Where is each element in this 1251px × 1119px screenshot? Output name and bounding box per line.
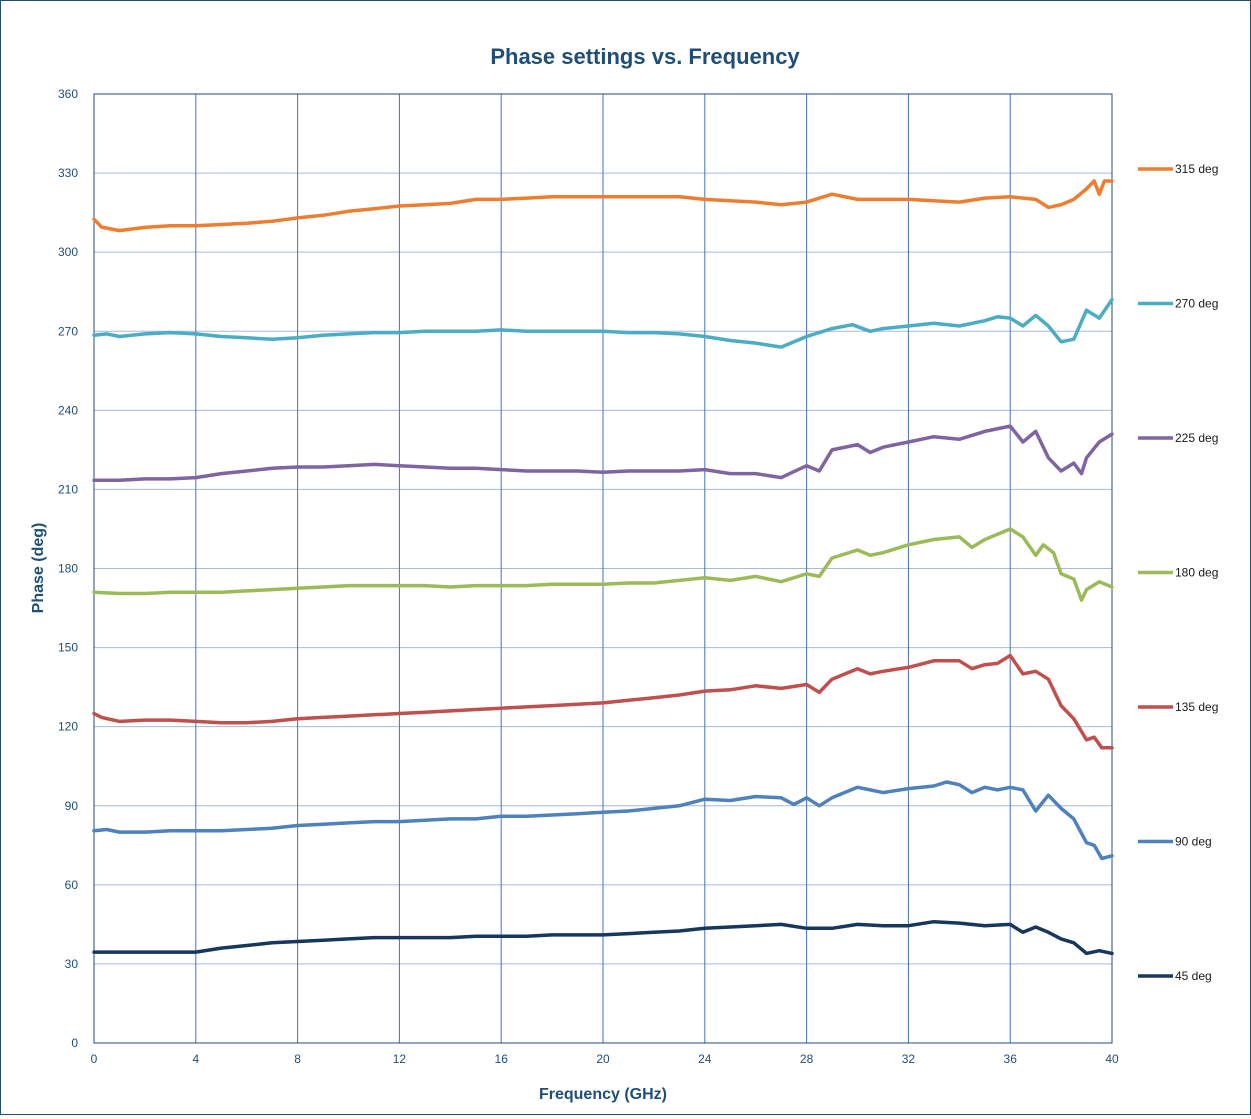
y-tick-label: 120 xyxy=(58,720,78,734)
y-tick-label: 180 xyxy=(58,562,78,576)
y-tick-label: 330 xyxy=(58,166,78,180)
x-tick-label: 12 xyxy=(393,1052,407,1066)
legend-label: 90 deg xyxy=(1175,835,1212,849)
legend-label: 225 deg xyxy=(1175,431,1218,445)
series-line-225-deg xyxy=(92,424,1114,482)
x-tick-label: 16 xyxy=(495,1052,509,1066)
legend-label: 135 deg xyxy=(1175,700,1218,714)
x-tick-label: 20 xyxy=(596,1052,610,1066)
chart-title: Phase settings vs. Frequency xyxy=(490,44,800,69)
y-axis-title: Phase (deg) xyxy=(30,523,47,614)
y-tick-label: 0 xyxy=(71,1036,78,1050)
y-tick-label: 30 xyxy=(65,957,79,971)
series-line-180-deg xyxy=(92,527,1114,602)
y-tick-label: 360 xyxy=(58,87,78,101)
x-axis-title: Frequency (GHz) xyxy=(539,1086,667,1103)
series-line-45-deg xyxy=(92,919,1114,956)
y-tick-label: 270 xyxy=(58,324,78,338)
y-tick-label: 240 xyxy=(58,403,78,417)
y-axis-tick-labels: 0 30 60 90 120 150 180 210 240 270 300 330 360 xyxy=(58,87,78,1050)
x-tick-label: 4 xyxy=(192,1052,199,1066)
y-tick-label: 300 xyxy=(58,245,78,259)
grid-lines xyxy=(93,93,1113,1044)
legend-label: 270 deg xyxy=(1175,297,1218,311)
y-tick-label: 90 xyxy=(65,799,79,813)
x-axis-tick-labels: 0 4 8 12 16 20 24 28 32 36 40 xyxy=(91,1052,1119,1066)
x-tick-label: 32 xyxy=(902,1052,916,1066)
x-tick-label: 36 xyxy=(1004,1052,1018,1066)
y-tick-label: 60 xyxy=(65,878,79,892)
x-tick-label: 40 xyxy=(1105,1052,1119,1066)
legend-label: 180 deg xyxy=(1175,566,1218,580)
plot-area-border xyxy=(93,93,1113,1044)
series-line-270-deg xyxy=(92,297,1114,349)
y-tick-label: 210 xyxy=(58,482,78,496)
series-line-315-deg xyxy=(92,179,1114,233)
legend-label: 315 deg xyxy=(1175,162,1218,176)
series-line-135-deg xyxy=(92,653,1114,750)
series-lines xyxy=(92,179,1114,956)
x-tick-label: 8 xyxy=(294,1052,301,1066)
legend-label: 45 deg xyxy=(1175,969,1212,983)
y-tick-label: 150 xyxy=(58,641,78,655)
x-tick-label: 28 xyxy=(800,1052,814,1066)
x-tick-label: 24 xyxy=(698,1052,712,1066)
series-line-90-deg xyxy=(92,780,1114,861)
x-tick-label: 0 xyxy=(91,1052,98,1066)
legend: 315 deg 270 deg 225 deg 180 deg 135 deg 90 de… xyxy=(1138,162,1218,983)
